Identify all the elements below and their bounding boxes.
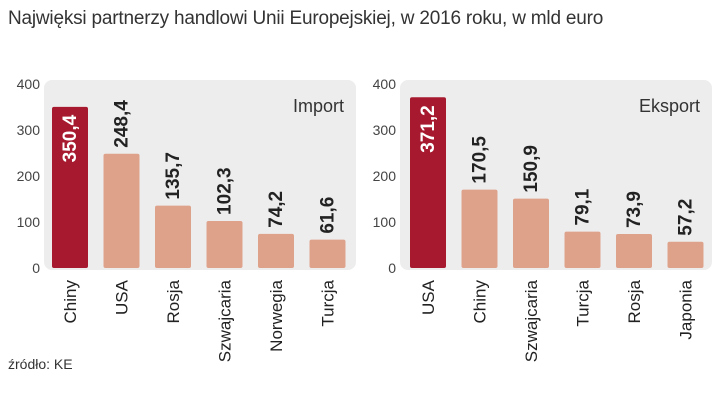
category-label: USA	[419, 279, 438, 315]
value-label: 74,2	[266, 191, 287, 228]
y-tick-label: 300	[373, 122, 397, 138]
import-chart: 0 100 200 300 400 Import 350,4 Chiny 248,4 USA 135…	[17, 76, 356, 362]
category-label: USA	[113, 279, 132, 315]
bar	[155, 205, 191, 268]
bar	[52, 106, 88, 268]
y-tick-label: 400	[17, 76, 41, 92]
category-label: Norwegia	[267, 279, 286, 351]
bar	[461, 189, 498, 268]
bar	[410, 97, 446, 268]
y-tick-label: 200	[373, 168, 397, 184]
value-label: 170,5	[470, 136, 491, 184]
value-label: 371,2	[418, 105, 439, 153]
value-label: 79,1	[573, 188, 594, 225]
category-label: Rosja	[164, 279, 183, 323]
y-tick-label: 100	[17, 214, 41, 230]
bar	[103, 153, 140, 268]
y-tick-label: 100	[373, 214, 397, 230]
value-label: 61,6	[318, 197, 339, 234]
y-tick-label: 200	[17, 168, 41, 184]
category-label: Chiny	[471, 280, 490, 324]
bar	[206, 220, 243, 268]
panel-label: Eksport	[639, 96, 700, 116]
bar	[616, 234, 652, 268]
category-label: Rosja	[625, 279, 644, 323]
value-label: 73,9	[624, 191, 645, 228]
category-label: Turcja	[574, 279, 593, 326]
category-label: Szwajcaria	[216, 279, 235, 362]
category-label: Japonia	[677, 279, 696, 339]
bar	[564, 231, 601, 268]
value-label: 102,3	[215, 167, 236, 215]
panel-label: Import	[293, 96, 344, 116]
bar	[309, 239, 346, 268]
bar	[258, 233, 294, 268]
value-label: 350,4	[60, 114, 81, 162]
category-label: Chiny	[61, 280, 80, 324]
y-tick-label: 0	[388, 260, 396, 276]
category-label: Turcja	[319, 279, 338, 326]
y-tick-label: 0	[32, 260, 40, 276]
value-label: 57,2	[676, 199, 697, 236]
chart-title: Najwięksi partnerzy handlowi Unii Europe…	[8, 8, 604, 29]
source-note: źródło: KE	[8, 356, 73, 372]
value-label: 150,9	[521, 145, 542, 193]
category-label: Szwajcaria	[522, 279, 541, 362]
y-tick-label: 300	[17, 122, 41, 138]
value-label: 248,4	[112, 100, 133, 148]
bar	[513, 198, 549, 268]
value-label: 135,7	[163, 152, 184, 200]
bar	[667, 241, 704, 268]
y-tick-label: 400	[373, 76, 397, 92]
